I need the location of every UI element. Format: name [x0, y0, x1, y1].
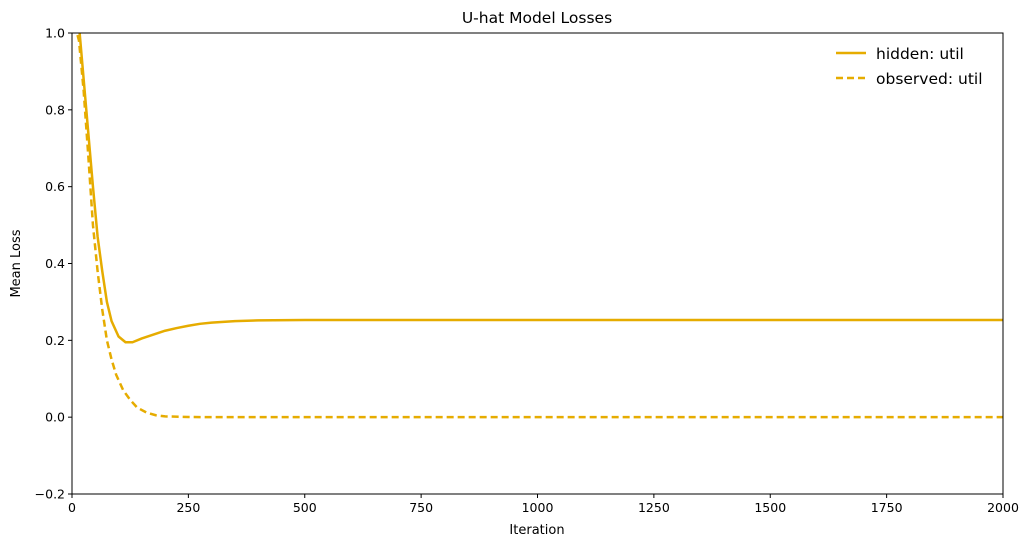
y-axis-label: Mean Loss [9, 229, 24, 297]
x-tick-label: 0 [68, 500, 76, 515]
series-line-observed-util [75, 33, 1003, 419]
x-tick-label: 1500 [754, 500, 786, 515]
y-tick-label: 0.2 [45, 333, 65, 348]
x-axis-label: Iteration [509, 523, 564, 538]
y-tick-label: 0.0 [45, 410, 65, 425]
legend: hidden: util observed: util [836, 45, 983, 88]
x-tick-label: 750 [409, 500, 433, 515]
legend-label-hidden: hidden: util [876, 45, 964, 63]
y-tick-label: 0.8 [45, 102, 65, 117]
chart-title: U-hat Model Losses [462, 9, 612, 27]
x-tick-label: 1250 [638, 500, 670, 515]
series-layer [75, 33, 1003, 419]
x-tick-label: 1750 [871, 500, 903, 515]
x-tick-label: 2000 [987, 500, 1019, 515]
ticks-layer: 0 250 500 750 1000 1250 1500 1750 2000 −0.2 0.0 0.2… [35, 26, 1019, 516]
legend-label-observed: observed: util [876, 70, 983, 88]
y-tick-label: 0.4 [45, 256, 65, 271]
series-line-hidden-util [78, 33, 1003, 344]
x-tick-label: 1000 [522, 500, 554, 515]
x-tick-label: 500 [293, 500, 317, 515]
x-tick-label: 250 [176, 500, 200, 515]
y-tick-label: 0.6 [45, 179, 65, 194]
plot-frame [71, 32, 1004, 495]
y-tick-label: −0.2 [35, 487, 65, 502]
y-tick-label: 1.0 [45, 26, 65, 41]
